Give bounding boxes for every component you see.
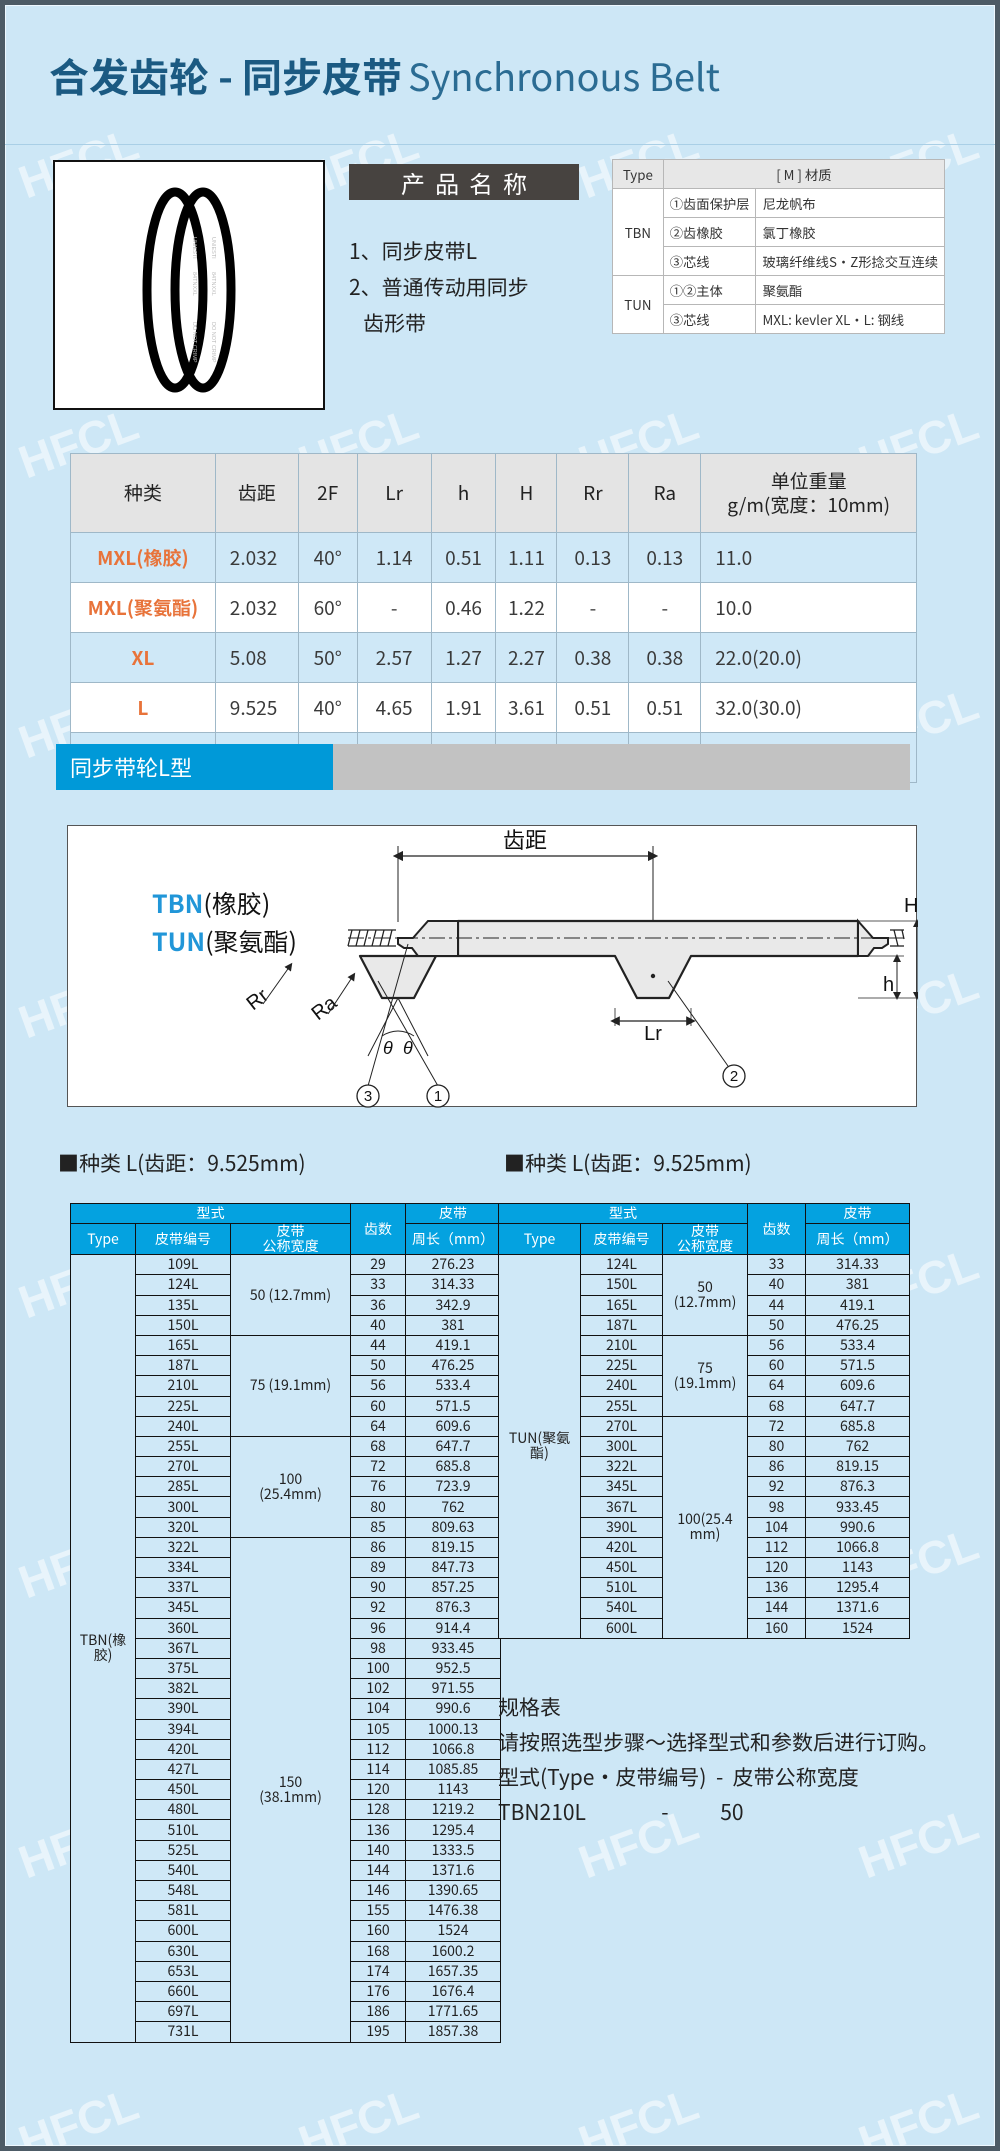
svg-text:84TNXXL: 84TNXXL: [191, 272, 197, 296]
svg-text:DO NOT CRIMP: DO NOT CRIMP: [191, 322, 197, 363]
svg-text:Lr: Lr: [644, 1023, 662, 1045]
svg-text:Ra: Ra: [308, 991, 342, 1025]
svg-text:H: H: [904, 895, 918, 917]
svg-text:h: h: [883, 974, 894, 996]
svg-text:Rr: Rr: [243, 984, 273, 1015]
svg-text:3: 3: [364, 1088, 372, 1105]
svg-text:UNIESTI: UNIESTI: [210, 237, 216, 259]
svg-text:θ: θ: [403, 1038, 413, 1058]
svg-text:84TNXXL: 84TNXXL: [210, 272, 216, 296]
svg-text:UNIESTI: UNIESTI: [191, 237, 197, 259]
svg-text:齿距: 齿距: [503, 828, 547, 853]
svg-text:θ: θ: [383, 1038, 393, 1058]
svg-text:1: 1: [434, 1088, 442, 1105]
svg-text:DO NOT CRIMP: DO NOT CRIMP: [210, 322, 216, 363]
svg-text:2: 2: [730, 1068, 738, 1085]
